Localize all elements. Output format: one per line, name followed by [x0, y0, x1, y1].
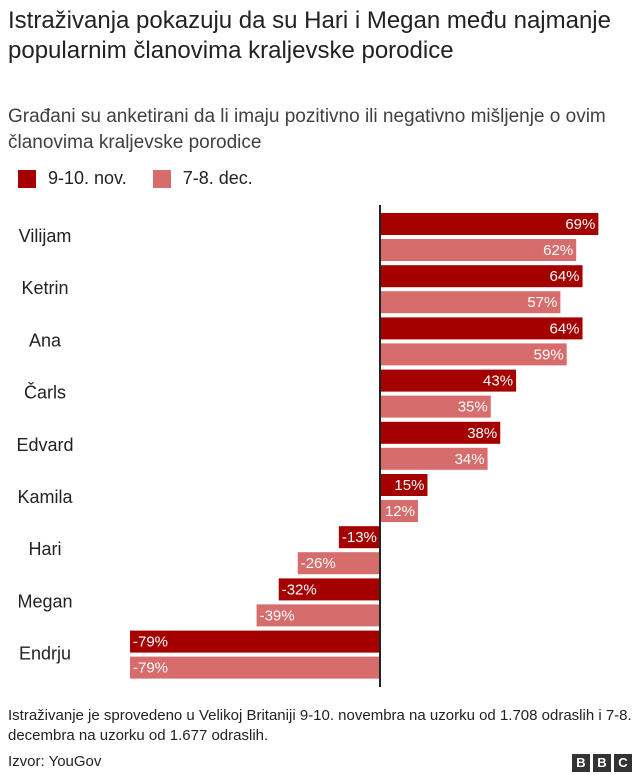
legend: 9-10. nov. 7-8. dec. — [18, 168, 279, 189]
bar-dec — [380, 447, 488, 470]
bar-data-label: 62% — [543, 242, 573, 259]
category-label: Hari — [28, 539, 61, 559]
legend-label-nov: 9-10. nov. — [48, 168, 127, 188]
category-label: Endrju — [19, 644, 71, 664]
bar-dec — [256, 604, 380, 627]
bbc-logo-c: C — [614, 754, 632, 772]
bar-nov — [380, 317, 583, 340]
bar-dec — [380, 395, 491, 418]
category-label: Kamila — [17, 487, 73, 507]
category-label: Čarls — [24, 382, 66, 403]
bar-data-label: 15% — [394, 477, 424, 494]
bar-dec — [130, 656, 380, 679]
bar-nov — [380, 369, 517, 392]
legend-item-nov: 9-10. nov. — [18, 168, 127, 189]
bar-data-label: 57% — [527, 294, 557, 311]
legend-label-dec: 7-8. dec. — [182, 168, 253, 188]
bar-data-label: 59% — [534, 346, 564, 363]
bar-nov — [380, 421, 501, 444]
chart-title: Istraživanja pokazuju da su Hari i Megan… — [8, 7, 611, 64]
bar-dec — [380, 239, 577, 261]
bar-data-label: -32% — [282, 581, 317, 598]
legend-swatch-dec — [152, 169, 171, 188]
category-label: Ana — [29, 330, 62, 350]
bar-data-label: 12% — [385, 503, 415, 520]
bar-data-label: 64% — [550, 268, 580, 285]
category-label: Megan — [17, 591, 72, 611]
bar-data-label: -26% — [301, 555, 336, 572]
bar-data-label: -79% — [133, 634, 168, 651]
bbc-logo-b2: B — [593, 754, 611, 772]
bar-nov — [380, 213, 599, 235]
bar-data-label: -13% — [342, 529, 377, 546]
bar-nov — [130, 630, 380, 653]
bar-data-label: -79% — [133, 660, 168, 677]
bar-data-label: 34% — [455, 451, 485, 468]
bar-data-label: 38% — [467, 425, 497, 442]
bar-dec — [380, 291, 561, 314]
bbc-logo-b1: B — [572, 754, 590, 772]
bar-data-label: 69% — [565, 216, 595, 233]
bar-nov — [278, 578, 380, 601]
category-label: Edvard — [16, 435, 73, 455]
bar-nov — [380, 265, 583, 288]
legend-swatch-nov — [18, 169, 36, 188]
legend-item-dec: 7-8. dec. — [152, 168, 253, 189]
bar-dec — [380, 343, 567, 366]
bar-nov — [380, 474, 428, 496]
chart-subtitle: Građani su anketirani da li imaju poziti… — [8, 106, 606, 153]
bar-data-label: 64% — [550, 320, 580, 337]
bar-data-label: -39% — [260, 607, 295, 624]
bar-data-label: 35% — [458, 399, 488, 416]
bar-nov — [338, 526, 380, 549]
category-label: Ketrin — [21, 278, 68, 298]
source-note: Izvor: YouGov — [8, 753, 102, 770]
bar-chart: Vilijam 69% 62% Ketrin 64% 57% Ana 64% 59% Čarls 4… — [16, 205, 599, 687]
bar-dec — [380, 500, 418, 522]
category-label: Vilijam — [19, 226, 72, 246]
bar-data-label: 43% — [483, 373, 513, 390]
bar-dec — [297, 552, 380, 575]
bbc-logo: B B C — [569, 754, 632, 772]
footnote: Istraživanje je sprovedeno u Velikoj Bri… — [8, 707, 632, 744]
